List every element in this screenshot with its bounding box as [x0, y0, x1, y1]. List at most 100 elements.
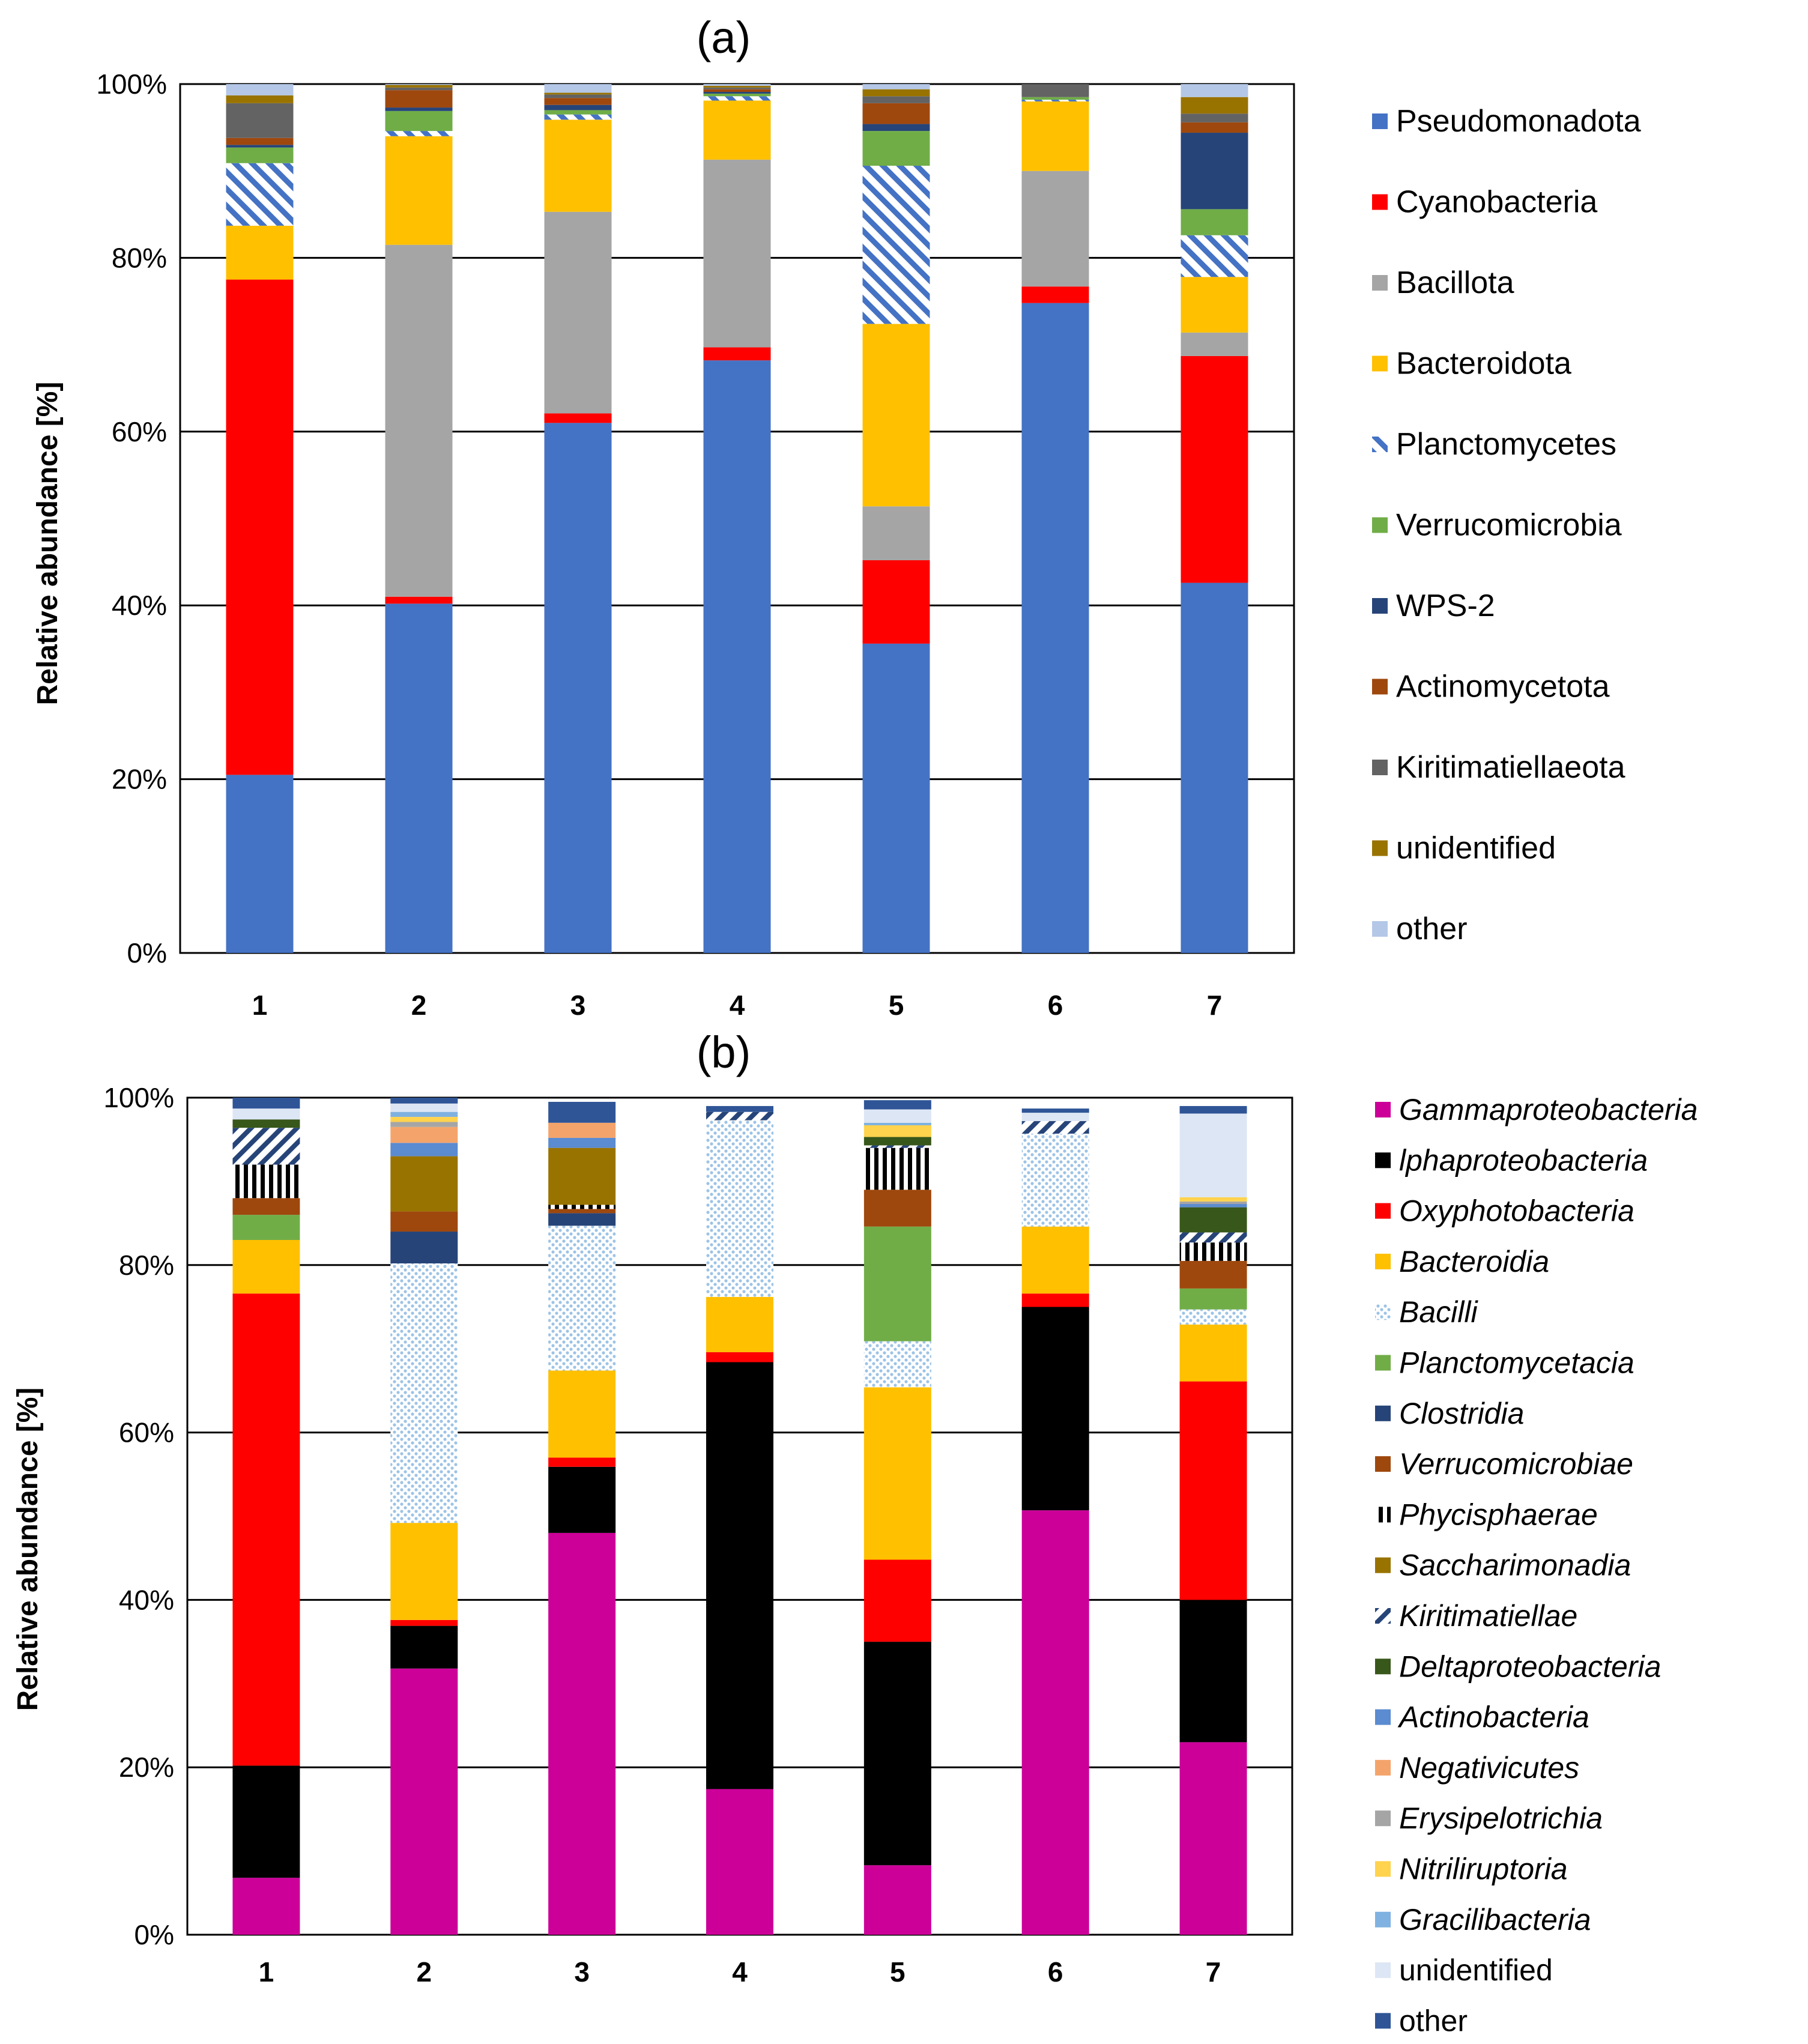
bar-segment-bacilli-5 — [863, 1341, 931, 1388]
bar-segment-verrucomicrobia-2 — [385, 110, 453, 132]
bar-segment-verrucomicrobia-4 — [703, 93, 771, 97]
bar-segment-bacillota-7 — [1181, 332, 1248, 356]
bar-segment-actinomycetota-2 — [385, 90, 453, 108]
bar-segment-deltaproteobacteria-1 — [232, 1119, 300, 1128]
legend-label-nitriliruptoria: Nitriliruptoria — [1399, 1852, 1568, 1886]
bar-segment-verrucomicrobia-3 — [544, 110, 612, 115]
bar-segment-bacteroidota-6 — [1021, 101, 1089, 171]
panel-a-y-tick-label: 80% — [112, 242, 167, 273]
bar-segment-other-2 — [390, 1098, 458, 1104]
bar-segment-pseudomonadota-7 — [1181, 582, 1248, 953]
bar-segment-kiritimatiellaeota-2 — [385, 87, 453, 91]
bar-segment-unidentified-2 — [390, 1103, 458, 1112]
legend-swatch-cyanobacteria — [1372, 194, 1388, 210]
bar-segment-lphaproteobacteria-5 — [863, 1642, 931, 1866]
legend-label-other: other — [1399, 2004, 1468, 2037]
panel-b-legend: Gammaproteobacteria lphaproteobacteria Oxy… — [1375, 1093, 1698, 2037]
legend-label-kiritimatiellae: Kiritimatiellae — [1399, 1599, 1577, 1633]
bar-segment-bacteroidia-7 — [1179, 1324, 1247, 1382]
panel-a-legend: Pseudomonadota Cyanobacteria Bacillota Bact… — [1372, 104, 1641, 946]
bar-segment-verrucomicrobiae-3 — [548, 1209, 616, 1214]
bar-segment-wps-2-5 — [862, 124, 930, 132]
panel-a-x-tick-label-4: 4 — [730, 990, 745, 1021]
panel-a-y-tick-label: 0% — [127, 937, 167, 969]
legend-swatch-actinomycetota — [1372, 679, 1388, 695]
bar-segment-gracilibacteria-2 — [390, 1111, 458, 1117]
bar-segment-saccharimonadia-3 — [548, 1147, 616, 1205]
bar-segment-lphaproteobacteria-4 — [706, 1362, 773, 1789]
bar-segment-unidentified-2 — [385, 85, 453, 88]
bar-segment-bacillota-5 — [862, 506, 930, 560]
bar-segment-gammaproteobacteria-1 — [232, 1878, 300, 1935]
bar-segment-bacteroidia-1 — [232, 1239, 300, 1294]
legend-swatch-bacteroidota — [1372, 355, 1388, 372]
legend-label-planctomycetacia: Planctomycetacia — [1399, 1346, 1634, 1380]
legend-label-oxyphotobacteria: Oxyphotobacteria — [1399, 1194, 1634, 1228]
bar-segment-cyanobacteria-1 — [226, 279, 294, 775]
bar-segment-kiritimatiellae-6 — [1021, 1121, 1089, 1134]
bar-segment-phycisphaerae-7 — [1179, 1242, 1247, 1261]
bar-segment-oxyphotobacteria-4 — [706, 1352, 773, 1362]
bar-segment-gammaproteobacteria-6 — [1021, 1510, 1089, 1935]
bar-segment-other-4 — [706, 1105, 773, 1112]
legend-label-kiritimatiellaeota: Kiritimatiellaeota — [1396, 750, 1625, 785]
bar-segment-gammaproteobacteria-5 — [863, 1865, 931, 1935]
bar-segment-other-7 — [1179, 1105, 1247, 1114]
bar-segment-bacilli-6 — [1021, 1133, 1089, 1227]
legend-swatch-other — [1372, 921, 1388, 937]
bar-segment-wps-2-4 — [703, 92, 771, 94]
legend-swatch-clostridia — [1375, 1405, 1391, 1421]
bar-segment-bacilli-2 — [390, 1263, 458, 1523]
panel-a-y-tick-label: 60% — [112, 416, 167, 447]
bar-segment-gracilibacteria-5 — [863, 1122, 931, 1126]
legend-swatch-unidentified — [1375, 1962, 1391, 1979]
legend-swatch-bacteroidia — [1375, 1253, 1391, 1269]
bar-segment-oxyphotobacteria-3 — [548, 1457, 616, 1467]
bar-segment-actinobacteria-3 — [548, 1137, 616, 1148]
bar-segment-erysipelotrichia-7 — [1179, 1201, 1247, 1205]
bar-segment-wps-2-2 — [385, 107, 453, 111]
bar-segment-nitriliruptoria-5 — [863, 1125, 931, 1137]
panel-b-x-tick-label-5: 5 — [890, 1956, 906, 1988]
panel-b-y-tick-label: 80% — [119, 1250, 174, 1281]
bar-segment-cyanobacteria-2 — [385, 596, 453, 604]
legend-swatch-phycisphaerae — [1375, 1507, 1391, 1523]
bar-segment-other-6 — [1021, 1108, 1089, 1113]
legend-swatch-negativicutes — [1375, 1759, 1391, 1776]
panel-a-x-tick-labels: 1 2 3 4 5 6 7 — [252, 990, 1223, 1021]
legend-label-bacteroidota: Bacteroidota — [1396, 346, 1571, 381]
bar-segment-wps-2-7 — [1181, 133, 1248, 210]
bar-segment-bacteroidota-5 — [862, 324, 930, 507]
bar-segment-kiritimatiellaeota-6 — [1021, 84, 1089, 97]
panel-a-label: (a) — [697, 13, 751, 62]
panel-b-x-tick-label-7: 7 — [1206, 1956, 1221, 1988]
bar-segment-verrucomicrobiae-7 — [1179, 1260, 1247, 1289]
bar-segment-actinomycetota-4 — [703, 89, 771, 92]
legend-label-verrucomicrobia: Verrucomicrobia — [1396, 508, 1622, 543]
legend-label-erysipelotrichia: Erysipelotrichia — [1399, 1801, 1603, 1835]
bar-segment-unidentified-5 — [862, 89, 930, 97]
legend-swatch-planctomycetacia — [1375, 1355, 1391, 1371]
bar-segment-verrucomicrobia-1 — [226, 147, 294, 163]
bar-segment-kiritimatiellaeota-3 — [544, 94, 612, 98]
panel-a-x-tick-label-1: 1 — [252, 990, 268, 1021]
bar-segment-bacillota-2 — [385, 244, 453, 597]
bar-segment-kiritimatiellaeota-7 — [1181, 113, 1248, 122]
bar-segment-planctomycetes-7 — [1181, 235, 1248, 277]
bar-segment-gammaproteobacteria-4 — [706, 1789, 773, 1935]
bar-segment-clostridia-3 — [548, 1213, 616, 1226]
bar-segment-actinomycetota-3 — [544, 98, 612, 105]
bar-segment-other-4 — [703, 84, 771, 86]
panel-a-y-tick-label: 20% — [112, 764, 167, 795]
panel-b-y-tick-label: 60% — [119, 1417, 174, 1448]
legend-label-lphaproteobacteria: lphaproteobacteria — [1399, 1143, 1648, 1177]
panel-b-x-tick-label-2: 2 — [416, 1956, 432, 1988]
bar-segment-gammaproteobacteria-7 — [1179, 1742, 1247, 1935]
bar-segment-wps-2-1 — [226, 145, 294, 148]
bar-segment-bacillota-3 — [544, 211, 612, 414]
bar-segment-other-7 — [1181, 84, 1248, 97]
bar-segment-unidentified-7 — [1179, 1113, 1247, 1197]
bar-segment-lphaproteobacteria-3 — [548, 1466, 616, 1533]
legend-swatch-bacilli — [1375, 1304, 1391, 1320]
bar-segment-verrucomicrobiae-2 — [390, 1211, 458, 1232]
